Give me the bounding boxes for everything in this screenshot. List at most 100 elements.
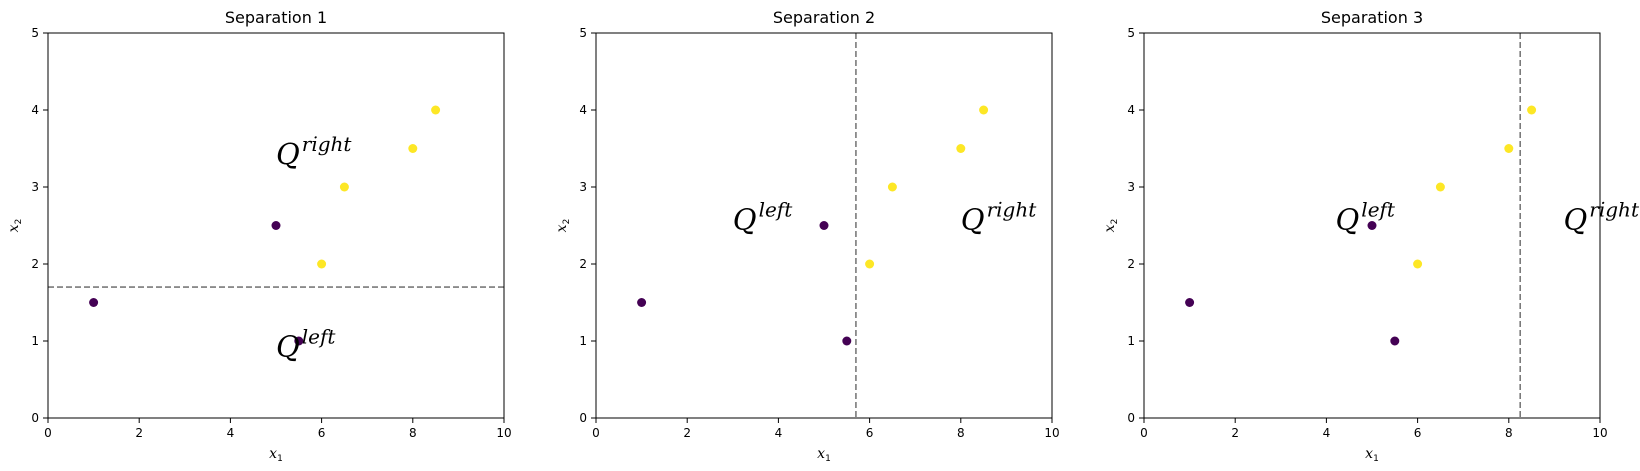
x-tick-label: 2 (135, 426, 143, 440)
data-point-class-0 (294, 336, 304, 346)
axis-label-base: x (269, 446, 277, 462)
y-tick-label: 0 (1127, 411, 1135, 425)
y-tick-label: 5 (31, 26, 39, 40)
axis-label-base: x (6, 224, 22, 232)
data-point-class-1 (887, 182, 897, 192)
data-point-class-1 (1435, 182, 1445, 192)
x-axis-label: x1 (817, 446, 831, 464)
x-tick-label: 0 (592, 426, 600, 440)
data-point-class-0 (1367, 221, 1377, 230)
y-tick-label: 2 (1127, 257, 1135, 271)
x-tick-label: 10 (1044, 426, 1059, 440)
y-tick-label: 2 (579, 257, 587, 271)
data-point-class-1 (431, 105, 441, 115)
region-label-base: Q (733, 202, 757, 236)
data-point-class-0 (1390, 336, 1400, 346)
y-tick-label: 4 (579, 103, 587, 117)
axis-label-subscript: 2 (562, 219, 572, 225)
data-point-class-1 (317, 259, 327, 269)
data-point-class-0 (637, 298, 647, 307)
region-label-superscript: left (1361, 197, 1396, 221)
data-point-class-1 (865, 259, 875, 269)
axis-label-subscript: 1 (825, 454, 831, 464)
data-point-class-1 (339, 182, 349, 192)
x-tick-label: 10 (1592, 426, 1607, 440)
y-tick-label: 1 (1127, 334, 1135, 348)
x-tick-label: 4 (1323, 426, 1331, 440)
y-tick-label: 0 (31, 411, 39, 425)
y-tick-label: 3 (1127, 180, 1135, 194)
x-axis-label: x1 (1365, 446, 1379, 464)
x-tick-label: 8 (1505, 426, 1513, 440)
axes-frame (595, 32, 1053, 419)
x-axis-label: x1 (269, 446, 283, 464)
region-label-base: Q (1564, 202, 1588, 236)
subplot-title: Separation 2 (773, 8, 875, 27)
y-tick-label: 5 (1127, 26, 1135, 40)
y-tick-label: 4 (1127, 103, 1135, 117)
x-tick-label: 6 (318, 426, 326, 440)
data-point-class-0 (819, 221, 829, 230)
data-point-class-1 (1527, 105, 1537, 115)
region-label-base: Q (961, 202, 985, 236)
axis-label-base: x (817, 446, 825, 462)
data-point-class-1 (979, 105, 989, 115)
data-point-class-0 (1185, 298, 1195, 307)
x-tick-label: 0 (1140, 426, 1148, 440)
x-tick-label: 6 (1414, 426, 1422, 440)
y-tick-label: 1 (579, 334, 587, 348)
x-tick-label: 4 (775, 426, 783, 440)
axis-label-base: x (554, 224, 570, 232)
region-label-superscript: right (1589, 197, 1640, 221)
axis-label-subscript: 1 (1373, 454, 1379, 464)
y-tick-label: 2 (31, 257, 39, 271)
y-tick-label: 0 (579, 411, 587, 425)
data-point-class-0 (271, 221, 281, 230)
data-point-class-1 (956, 144, 966, 153)
subplot-title: Separation 1 (225, 8, 327, 27)
axis-label-subscript: 1 (277, 454, 283, 464)
region-label-superscript: left (759, 197, 794, 221)
x-tick-label: 10 (496, 426, 511, 440)
data-point-class-0 (89, 298, 99, 307)
subplot-title: Separation 3 (1321, 8, 1423, 27)
y-axis-label: x2 (554, 219, 572, 233)
region-label-base: Q (276, 137, 300, 171)
axis-label-base: x (1102, 224, 1118, 232)
x-tick-label: 8 (409, 426, 417, 440)
x-tick-label: 2 (1231, 426, 1239, 440)
axis-label-subscript: 2 (14, 219, 24, 225)
axes-frame (1143, 32, 1601, 419)
y-tick-label: 5 (579, 26, 587, 40)
region-label-superscript: right (987, 197, 1038, 221)
region-label-superscript: left (302, 324, 337, 348)
axis-label-base: x (1365, 446, 1373, 462)
y-axis-label: x2 (6, 219, 24, 233)
y-tick-label: 4 (31, 103, 39, 117)
region-label-base: Q (1336, 202, 1360, 236)
y-axis-label: x2 (1102, 219, 1120, 233)
x-tick-label: 8 (957, 426, 965, 440)
x-tick-label: 0 (44, 426, 52, 440)
y-tick-label: 3 (31, 180, 39, 194)
axes-frame (47, 32, 505, 419)
y-tick-label: 3 (579, 180, 587, 194)
x-tick-label: 2 (683, 426, 691, 440)
data-point-class-0 (842, 336, 852, 346)
data-point-class-1 (1413, 259, 1423, 269)
x-tick-label: 6 (866, 426, 874, 440)
data-point-class-1 (1504, 144, 1514, 153)
axis-label-subscript: 2 (1110, 219, 1120, 225)
x-tick-label: 4 (227, 426, 235, 440)
data-point-class-1 (408, 144, 418, 153)
